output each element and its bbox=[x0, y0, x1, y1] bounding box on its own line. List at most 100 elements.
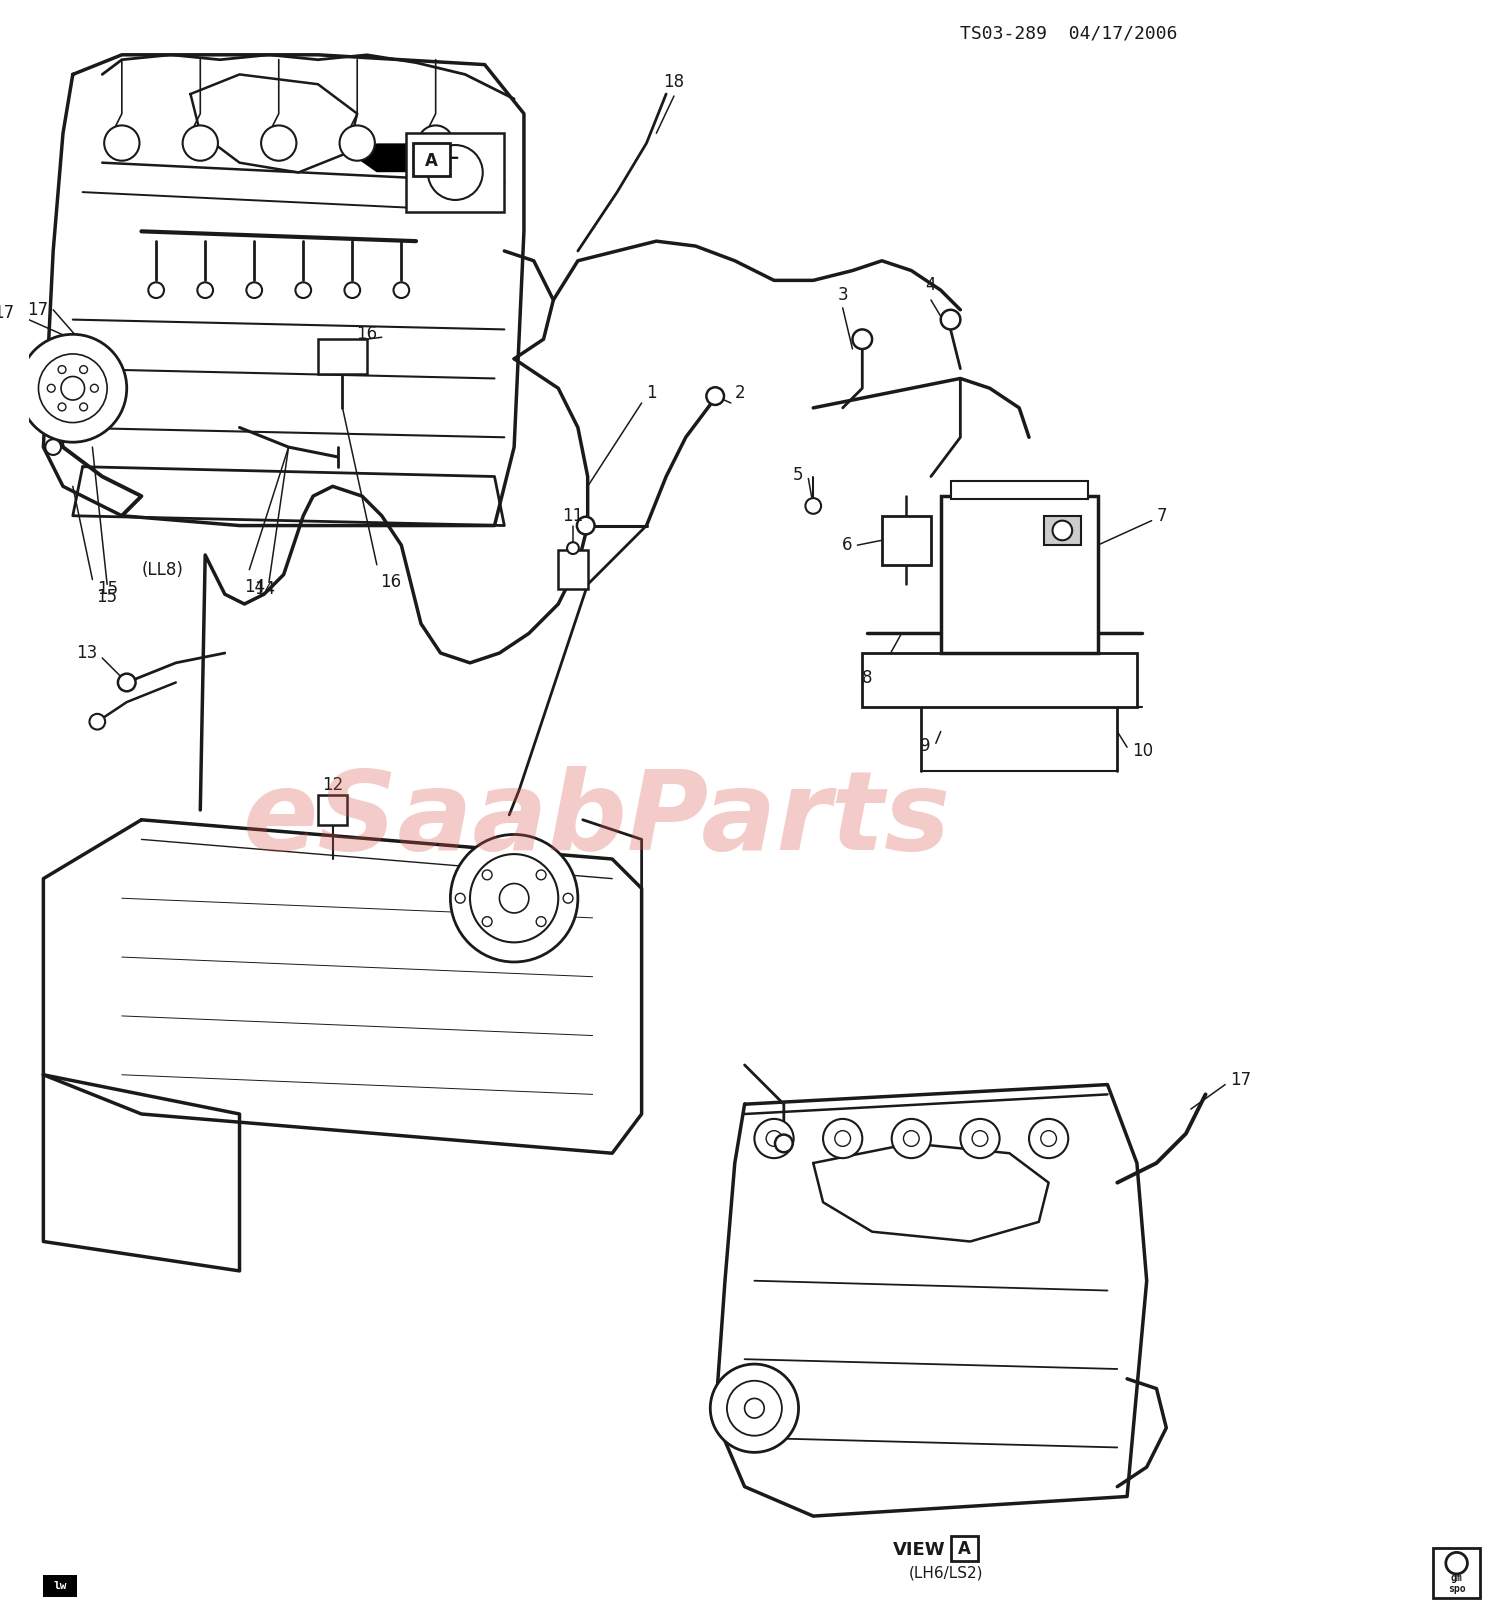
Circle shape bbox=[183, 126, 217, 160]
Text: 14: 14 bbox=[244, 577, 265, 595]
Circle shape bbox=[710, 1365, 799, 1452]
Text: 3: 3 bbox=[838, 286, 848, 304]
Circle shape bbox=[104, 126, 140, 160]
Text: 17: 17 bbox=[1231, 1070, 1251, 1088]
Circle shape bbox=[766, 1130, 781, 1146]
Circle shape bbox=[393, 283, 409, 298]
Bar bbox=[951, 482, 1088, 500]
Circle shape bbox=[536, 870, 546, 880]
Circle shape bbox=[536, 917, 546, 927]
Text: (LL8): (LL8) bbox=[141, 561, 183, 579]
Text: 18: 18 bbox=[664, 73, 684, 91]
Text: 6: 6 bbox=[842, 537, 853, 555]
Circle shape bbox=[940, 310, 960, 330]
Text: 15: 15 bbox=[97, 587, 118, 606]
Circle shape bbox=[296, 283, 311, 298]
Circle shape bbox=[149, 283, 164, 298]
Circle shape bbox=[1030, 1119, 1068, 1158]
Text: eSaabParts: eSaabParts bbox=[244, 766, 952, 873]
Circle shape bbox=[482, 917, 493, 927]
Circle shape bbox=[470, 854, 558, 943]
Bar bbox=[862, 653, 1137, 707]
Circle shape bbox=[58, 365, 65, 374]
Circle shape bbox=[500, 883, 528, 914]
Text: 2: 2 bbox=[735, 385, 745, 403]
Circle shape bbox=[707, 388, 725, 404]
Bar bbox=[414, 142, 451, 176]
Circle shape bbox=[577, 517, 595, 534]
Circle shape bbox=[80, 403, 88, 411]
Text: TS03-289  04/17/2006: TS03-289 04/17/2006 bbox=[960, 24, 1178, 42]
Circle shape bbox=[58, 403, 65, 411]
Text: 10: 10 bbox=[1132, 742, 1153, 760]
Text: 1: 1 bbox=[646, 385, 658, 403]
Circle shape bbox=[567, 542, 579, 555]
Bar bbox=[318, 340, 368, 374]
Text: spo: spo bbox=[1448, 1583, 1466, 1594]
Text: A: A bbox=[426, 152, 437, 170]
FancyArrow shape bbox=[357, 144, 411, 171]
Circle shape bbox=[451, 834, 577, 962]
Circle shape bbox=[45, 440, 61, 454]
Bar bbox=[406, 133, 504, 212]
Text: 8: 8 bbox=[862, 668, 872, 687]
Bar bbox=[951, 1536, 978, 1562]
Circle shape bbox=[339, 126, 375, 160]
Circle shape bbox=[775, 1135, 793, 1153]
Circle shape bbox=[823, 1119, 862, 1158]
Circle shape bbox=[429, 146, 482, 201]
Circle shape bbox=[960, 1119, 1000, 1158]
Circle shape bbox=[482, 870, 493, 880]
Circle shape bbox=[1040, 1130, 1056, 1146]
Circle shape bbox=[903, 1130, 920, 1146]
Bar bbox=[1433, 1549, 1481, 1598]
Text: 16: 16 bbox=[381, 572, 402, 592]
Text: VIEW: VIEW bbox=[893, 1541, 946, 1559]
Text: 17: 17 bbox=[27, 301, 48, 319]
Text: 7: 7 bbox=[1156, 506, 1167, 526]
Circle shape bbox=[805, 498, 821, 514]
Circle shape bbox=[19, 335, 126, 441]
Text: 11: 11 bbox=[562, 506, 583, 526]
Bar bbox=[318, 796, 347, 825]
Text: A: A bbox=[958, 1541, 970, 1559]
Circle shape bbox=[562, 893, 573, 904]
Circle shape bbox=[48, 385, 55, 393]
Circle shape bbox=[972, 1130, 988, 1146]
Bar bbox=[940, 496, 1098, 653]
Text: 13: 13 bbox=[76, 644, 97, 661]
Circle shape bbox=[118, 674, 135, 692]
Text: 12: 12 bbox=[321, 776, 344, 794]
Text: 14: 14 bbox=[254, 581, 275, 598]
Bar bbox=[558, 550, 588, 589]
Circle shape bbox=[754, 1119, 793, 1158]
Bar bbox=[882, 516, 931, 564]
Text: 17: 17 bbox=[0, 304, 15, 322]
Circle shape bbox=[198, 283, 213, 298]
Text: 4: 4 bbox=[926, 277, 936, 294]
Text: (LH6/LS2): (LH6/LS2) bbox=[908, 1565, 984, 1580]
Circle shape bbox=[891, 1119, 931, 1158]
Circle shape bbox=[247, 283, 262, 298]
Bar bbox=[1043, 516, 1080, 545]
Circle shape bbox=[418, 126, 454, 160]
Circle shape bbox=[80, 365, 88, 374]
Circle shape bbox=[835, 1130, 851, 1146]
Text: 9: 9 bbox=[921, 737, 931, 755]
Circle shape bbox=[455, 893, 466, 904]
Circle shape bbox=[89, 713, 106, 729]
Circle shape bbox=[344, 283, 360, 298]
Circle shape bbox=[61, 377, 85, 399]
Circle shape bbox=[1052, 521, 1073, 540]
Circle shape bbox=[744, 1399, 765, 1418]
Circle shape bbox=[853, 330, 872, 349]
Text: 16: 16 bbox=[356, 325, 376, 343]
Text: 15: 15 bbox=[97, 581, 119, 598]
Text: 5: 5 bbox=[793, 466, 804, 483]
Circle shape bbox=[260, 126, 296, 160]
Bar bbox=[43, 1575, 77, 1596]
Text: gm: gm bbox=[1451, 1573, 1463, 1583]
Circle shape bbox=[39, 354, 107, 422]
Circle shape bbox=[728, 1381, 781, 1436]
Circle shape bbox=[1446, 1552, 1467, 1573]
